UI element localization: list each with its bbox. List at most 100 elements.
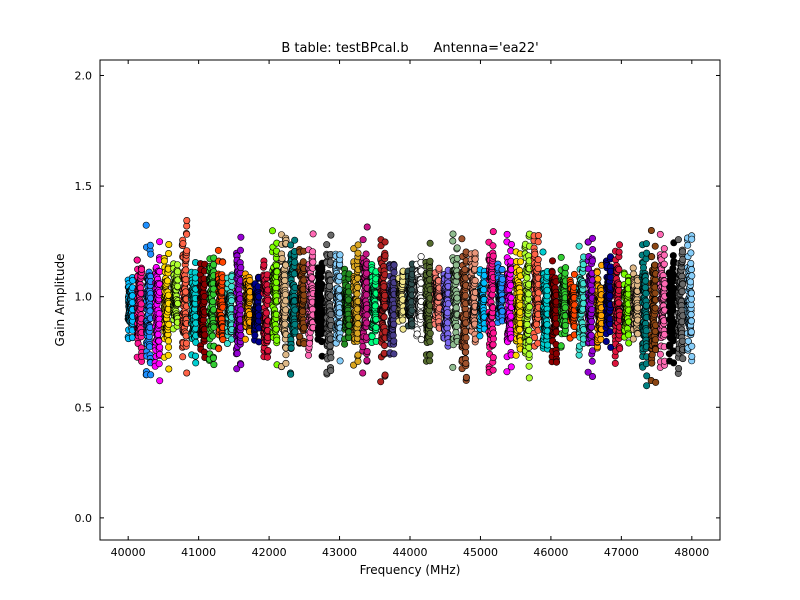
data-point — [426, 329, 434, 337]
data-point — [155, 360, 163, 368]
data-point — [462, 359, 470, 367]
data-point — [326, 258, 334, 266]
data-point — [471, 255, 479, 263]
data-point — [575, 351, 583, 359]
data-point — [309, 248, 317, 256]
data-point — [164, 277, 172, 285]
data-point — [452, 304, 460, 312]
data-point — [377, 378, 385, 386]
data-point — [516, 301, 524, 309]
data-point — [262, 309, 270, 317]
data-point — [534, 238, 542, 246]
data-point — [291, 328, 299, 336]
data-point — [489, 335, 497, 343]
data-point — [359, 236, 367, 244]
data-point — [588, 234, 596, 242]
data-point — [323, 241, 331, 249]
data-point — [390, 268, 398, 276]
data-point — [588, 357, 596, 365]
data-point — [215, 345, 223, 353]
data-point — [480, 286, 488, 294]
data-point — [273, 336, 281, 344]
data-point — [263, 271, 271, 279]
data-point — [318, 265, 326, 273]
data-point — [179, 353, 187, 361]
data-point — [299, 258, 307, 266]
data-point — [237, 246, 245, 254]
data-point — [192, 359, 200, 367]
data-point — [182, 288, 190, 296]
data-point — [534, 232, 542, 240]
data-point — [525, 290, 533, 298]
data-point — [146, 241, 154, 249]
data-point — [362, 250, 370, 258]
data-point — [489, 228, 497, 236]
data-point — [390, 261, 398, 269]
data-point — [498, 307, 506, 315]
data-point — [381, 371, 389, 379]
data-point — [561, 321, 569, 329]
data-point — [128, 292, 136, 300]
data-point — [354, 357, 362, 365]
data-point — [354, 320, 362, 328]
data-point — [268, 227, 276, 235]
data-point — [359, 369, 367, 377]
data-point — [489, 329, 497, 337]
data-point — [147, 250, 155, 258]
data-point — [489, 366, 497, 374]
data-point — [165, 250, 173, 258]
data-point — [241, 335, 249, 343]
data-point — [183, 230, 191, 238]
data-point — [507, 241, 515, 249]
data-point — [525, 350, 533, 358]
data-point — [209, 332, 217, 340]
data-point — [449, 363, 457, 371]
data-point — [453, 244, 461, 252]
data-point — [489, 341, 497, 349]
data-point — [155, 337, 163, 345]
data-point — [390, 350, 398, 358]
data-point — [264, 346, 272, 354]
data-point — [137, 300, 145, 308]
data-point — [344, 296, 352, 304]
data-point — [539, 248, 547, 256]
data-point — [165, 241, 173, 249]
data-point — [525, 362, 533, 370]
data-point — [449, 230, 457, 238]
data-point — [453, 294, 461, 302]
data-point — [183, 339, 191, 347]
data-point — [183, 247, 191, 255]
data-point — [318, 280, 326, 288]
data-point — [209, 354, 217, 362]
data-point — [354, 283, 362, 291]
data-point — [471, 277, 479, 285]
data-point — [156, 377, 164, 385]
data-point — [523, 320, 531, 328]
data-point — [278, 255, 286, 263]
data-point — [309, 230, 317, 238]
data-point — [390, 337, 398, 345]
data-point — [354, 241, 362, 249]
data-point — [525, 343, 533, 351]
data-point — [381, 252, 389, 260]
data-point — [426, 338, 434, 346]
data-point — [588, 257, 596, 265]
data-point — [399, 316, 407, 324]
data-point — [476, 332, 484, 340]
data-point — [588, 372, 596, 380]
data-point — [443, 309, 451, 317]
data-point — [341, 340, 349, 348]
data-point — [363, 356, 371, 364]
data-point — [282, 359, 290, 367]
data-point — [156, 343, 164, 351]
data-point — [182, 275, 190, 283]
data-point — [452, 261, 460, 269]
data-point — [164, 351, 172, 359]
data-point — [489, 353, 497, 361]
data-point — [363, 347, 371, 355]
data-point — [380, 283, 388, 291]
data-point — [179, 240, 187, 248]
data-point — [523, 274, 531, 282]
data-point — [426, 257, 434, 265]
data-point — [174, 261, 182, 269]
